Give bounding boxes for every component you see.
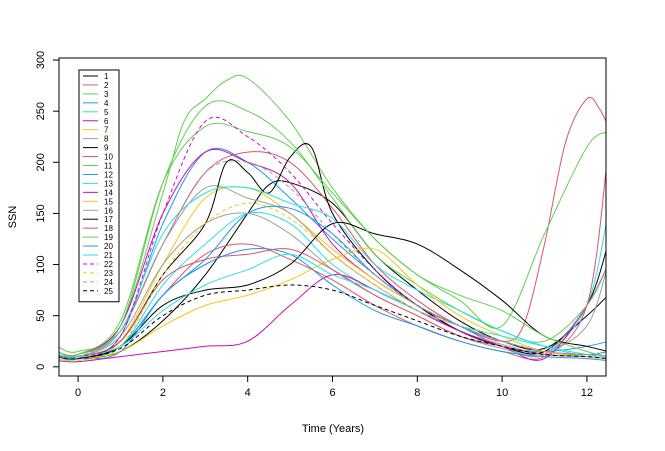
legend-label-3: 3	[104, 90, 109, 99]
series-line-1	[59, 180, 606, 360]
y-tick-label: 150	[35, 204, 47, 222]
y-tick-label: 50	[35, 310, 47, 322]
legend-label-22: 22	[104, 260, 113, 269]
legend-label-23: 23	[104, 269, 113, 278]
series-line-19	[59, 122, 606, 357]
legend-label-17: 17	[104, 215, 113, 224]
x-tick-label: 12	[581, 387, 593, 399]
y-tick-label: 200	[35, 153, 47, 171]
legend-label-19: 19	[104, 233, 113, 242]
y-tick-label: 250	[35, 102, 47, 120]
legend-label-15: 15	[104, 197, 113, 206]
legend-label-5: 5	[104, 108, 109, 117]
legend-label-11: 11	[104, 162, 113, 171]
legend-label-7: 7	[104, 126, 109, 135]
y-tick-label: 100	[35, 255, 47, 273]
series-line-13	[59, 186, 606, 361]
legend-label-8: 8	[104, 135, 109, 144]
legend: 1234567891011121314151617181920212223242…	[78, 69, 120, 303]
legend-label-24: 24	[104, 278, 113, 287]
x-tick-label: 6	[329, 387, 335, 399]
legend-label-9: 9	[104, 144, 109, 153]
legend-label-16: 16	[104, 206, 113, 215]
legend-label-14: 14	[104, 188, 113, 197]
series-line-9	[59, 143, 606, 358]
y-axis: 0 50 100 150 200 250 300	[35, 51, 60, 370]
series-line-18	[59, 248, 606, 359]
series-line-2	[59, 97, 606, 357]
series-line-4	[59, 147, 606, 359]
y-tick-label: 300	[35, 51, 47, 69]
x-tick-label: 4	[245, 387, 251, 399]
x-tick-label: 8	[414, 387, 420, 399]
y-tick-label: 0	[35, 364, 47, 370]
y-axis-label: SSN	[7, 206, 19, 229]
legend-label-18: 18	[104, 224, 113, 233]
x-tick-label: 10	[496, 387, 508, 399]
legend-label-21: 21	[104, 251, 113, 260]
legend-label-25: 25	[104, 287, 113, 296]
series-line-3	[59, 74, 606, 353]
plot-frame	[58, 57, 607, 377]
series-line-21	[59, 253, 606, 358]
legend-label-20: 20	[104, 242, 113, 251]
series-line-20	[59, 247, 606, 361]
x-tick-label: 0	[75, 387, 81, 399]
series-line-25	[59, 284, 606, 360]
legend-label-12: 12	[104, 170, 113, 179]
legend-label-1: 1	[104, 72, 109, 81]
legend-label-10: 10	[104, 153, 113, 162]
legend-box	[78, 69, 120, 303]
legend-label-13: 13	[104, 179, 113, 188]
x-tick-label: 2	[160, 387, 166, 399]
series-layer	[59, 74, 606, 363]
series-line-17	[59, 221, 606, 360]
legend-label-6: 6	[104, 117, 109, 126]
x-axis: 0 2 4 6 8 10 12	[75, 375, 593, 399]
legend-label-4: 4	[104, 99, 109, 108]
legend-label-2: 2	[104, 81, 109, 90]
x-axis-label: Time (Years)	[302, 423, 364, 435]
series-line-15	[59, 247, 606, 360]
